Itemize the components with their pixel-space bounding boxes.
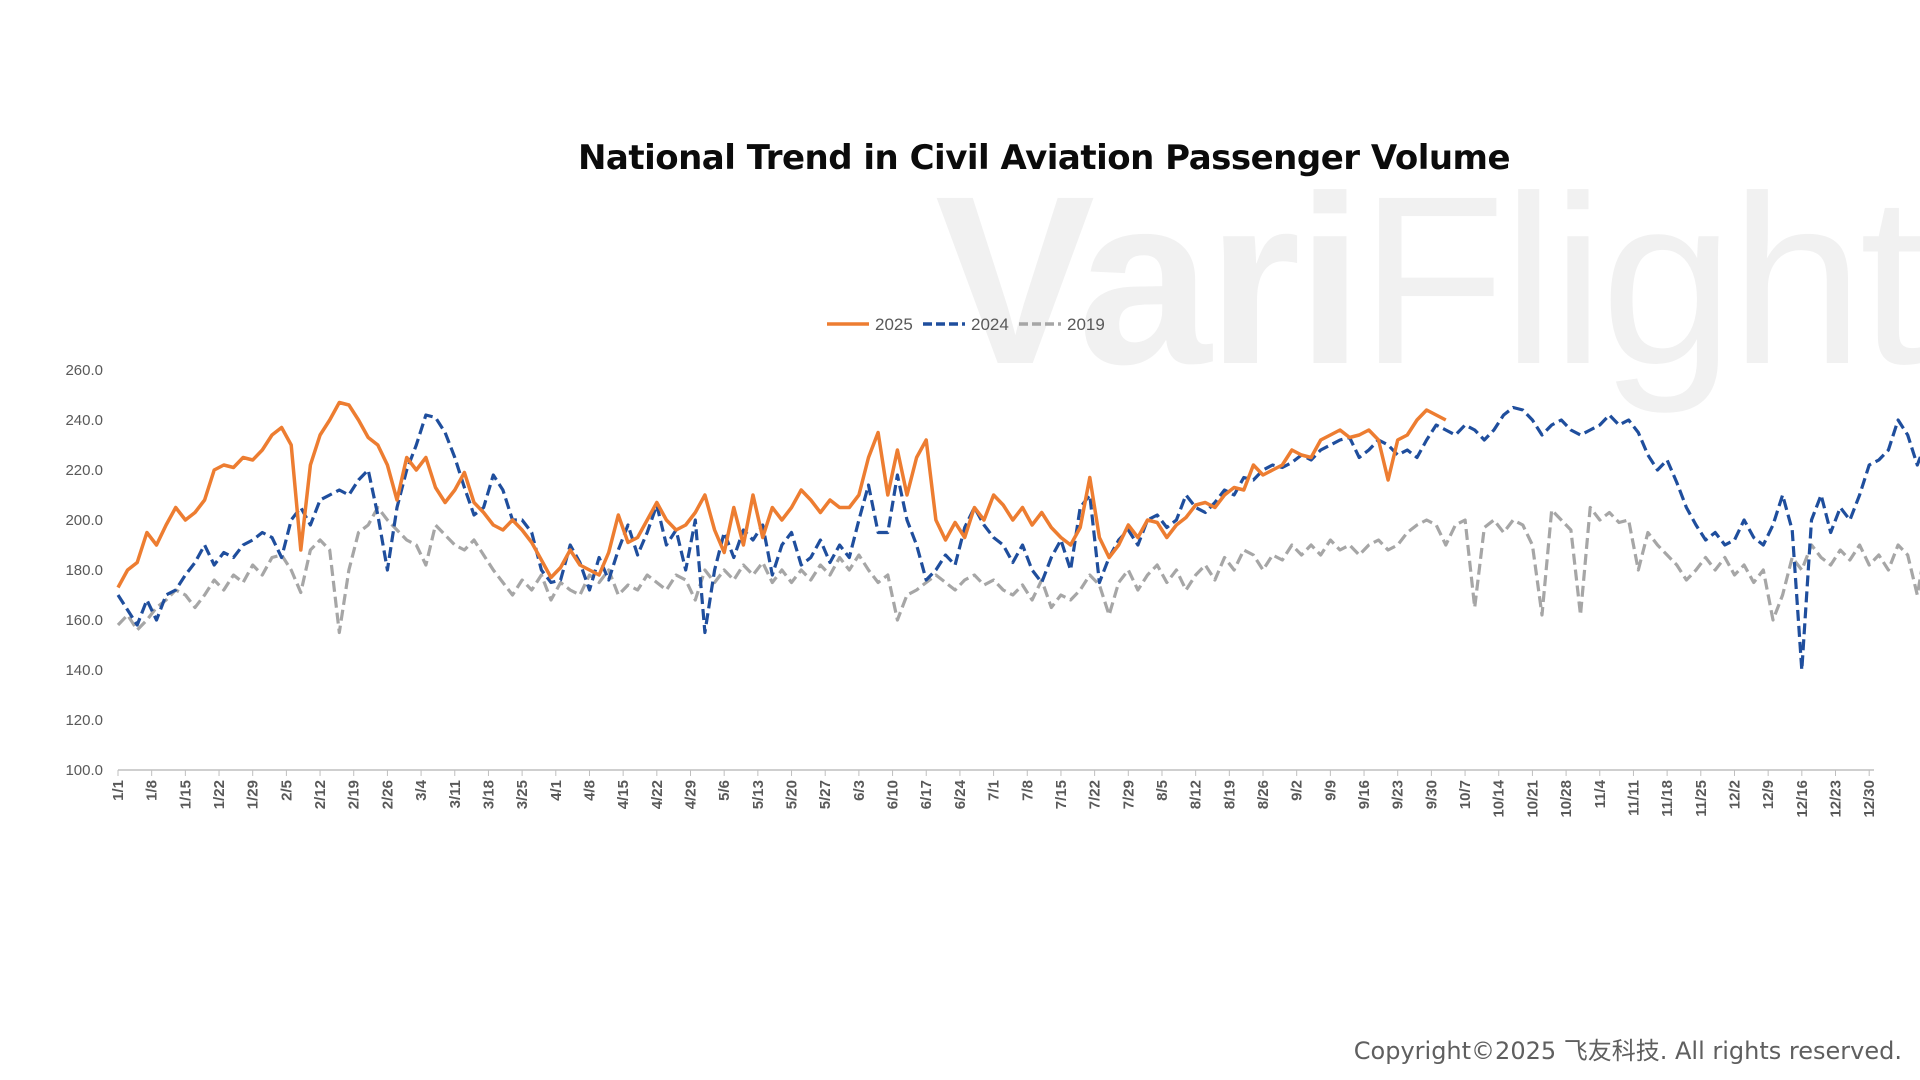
x-tick-label: 12/16: [1794, 780, 1811, 818]
x-tick-label: 11/25: [1693, 780, 1710, 817]
x-tick-label: 2/19: [346, 780, 363, 809]
x-tick-label: 7/8: [1019, 780, 1036, 801]
x-tick-label: 6/24: [952, 779, 969, 809]
x-tick-label: 4/29: [683, 780, 700, 809]
x-tick-label: 4/15: [615, 780, 632, 809]
x-tick-label: 8/5: [1154, 780, 1171, 801]
x-tick-label: 6/3: [851, 780, 868, 801]
x-tick-label: 12/23: [1828, 780, 1845, 818]
x-tick-label: 8/26: [1255, 780, 1272, 809]
series-layer: [116, 400, 1920, 672]
x-tick-label: 1/15: [177, 780, 194, 809]
series-line-2019: [116, 505, 1920, 635]
x-tick-label: 2/5: [278, 780, 295, 801]
chart-legend: 2025 2024 2019: [827, 315, 1105, 334]
x-tick-label: 4/1: [548, 780, 565, 801]
y-tick-label: 180.0: [65, 562, 103, 579]
x-tick-label: 6/17: [918, 780, 935, 809]
y-tick-label: 240.0: [65, 412, 103, 429]
chart-title: National Trend in Civil Aviation Passeng…: [577, 138, 1511, 178]
x-tick-label: 12/2: [1726, 780, 1743, 809]
y-tick-label: 200.0: [65, 512, 103, 529]
series-line-2024: [116, 405, 1920, 672]
x-tick-label: 9/16: [1356, 780, 1373, 809]
x-tick-label: 3/18: [480, 780, 497, 809]
x-tick-label: 4/8: [581, 780, 598, 801]
x-tick-label: 1/29: [245, 780, 262, 809]
x-tick-label: 3/4: [413, 779, 430, 801]
x-tick-label: 5/27: [817, 780, 834, 809]
x-tick-label: 11/11: [1625, 780, 1642, 816]
y-tick-label: 120.0: [65, 712, 103, 729]
variflight-watermark: VariFlight: [935, 160, 1920, 400]
x-tick-label: 9/2: [1289, 780, 1306, 801]
x-tick-label: 10/21: [1524, 780, 1541, 818]
y-tick-label: 100.0: [65, 762, 103, 779]
x-tick-label: 5/20: [784, 780, 801, 809]
x-tick-label: 5/13: [750, 780, 767, 809]
x-tick-label: 9/23: [1390, 780, 1407, 809]
x-tick-label: 2/26: [379, 780, 396, 809]
watermark-part-2: Flight: [1359, 146, 1920, 414]
x-tick-label: 8/12: [1188, 780, 1205, 809]
x-tick-label: 9/30: [1423, 780, 1440, 809]
y-axis: 100.0 120.0 140.0 160.0 180.0 200.0 220.0 240.0…: [65, 362, 103, 779]
legend-label-2019: 2019: [1067, 315, 1105, 334]
x-tick-label: 10/28: [1558, 780, 1575, 818]
x-tick-label: 7/1: [986, 780, 1003, 801]
x-axis: 1/1 1/8 1/15 1/22 1/29 2/5 2/12 2/19 2/26 3/4 3/11…: [110, 769, 1878, 818]
x-tick-label: 9/9: [1322, 780, 1339, 801]
x-tick-label: 8/19: [1221, 780, 1238, 809]
legend-label-2025: 2025: [875, 315, 913, 334]
x-tick-label: 7/22: [1087, 780, 1104, 809]
series-line-2025: [116, 400, 1447, 589]
x-tick-label: 6/10: [885, 780, 902, 809]
x-tick-label: 11/18: [1659, 780, 1676, 817]
copyright-notice: Copyright©2025 飞友科技. All rights reserved…: [1353, 1037, 1902, 1065]
y-tick-label: 140.0: [65, 662, 103, 679]
x-tick-label: 7/15: [1053, 780, 1070, 809]
x-tick-label: 1/22: [211, 780, 228, 809]
x-tick-label: 1/1: [110, 780, 127, 801]
watermark-part-1: Vari: [935, 146, 1363, 414]
y-tick-label: 220.0: [65, 462, 103, 479]
x-tick-label: 4/22: [649, 780, 666, 809]
x-tick-label: 5/6: [716, 780, 733, 801]
x-tick-label: 3/25: [514, 780, 531, 809]
x-tick-label: 12/9: [1760, 780, 1777, 809]
legend-label-2024: 2024: [971, 315, 1009, 334]
x-tick-label: 10/14: [1491, 779, 1508, 817]
x-tick-label: 12/30: [1861, 780, 1878, 818]
x-tick-label: 7/29: [1120, 780, 1137, 809]
y-tick-label: 260.0: [65, 362, 103, 379]
y-tick-label: 160.0: [65, 612, 103, 629]
x-tick-label: 10/7: [1457, 780, 1474, 809]
x-tick-label: 2/12: [312, 780, 329, 809]
x-tick-label: 11/4: [1592, 779, 1609, 808]
x-tick-label: 1/8: [144, 780, 161, 801]
x-tick-label: 3/11: [447, 780, 464, 808]
